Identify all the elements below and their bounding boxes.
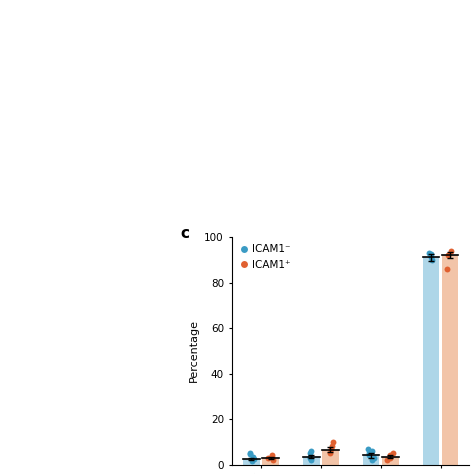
Point [269,456,277,464]
Point [249,453,257,460]
Point [328,443,336,450]
Point [365,449,373,457]
Point [250,455,257,463]
Bar [322,450,339,465]
Point [306,449,314,457]
Point [365,445,372,452]
Point [307,456,315,464]
Point [246,449,254,457]
Point [269,453,276,460]
Point [383,456,391,464]
Point [427,250,435,258]
Point [306,453,314,460]
Point [447,247,455,255]
Point [327,449,334,457]
Point [426,249,433,257]
Bar [382,456,399,465]
Text: c: c [180,226,189,241]
Point [389,449,397,457]
Point [445,251,452,259]
Point [387,454,394,462]
Point [307,447,315,455]
Point [327,445,335,452]
Point [368,447,375,455]
Point [365,452,373,459]
Y-axis label: Percentage: Percentage [189,319,199,382]
Point [443,265,451,273]
Point [269,452,276,459]
Point [427,254,435,261]
Point [246,450,254,458]
Bar [442,255,458,465]
Bar [363,456,380,465]
Bar [303,456,319,465]
Point [370,454,378,462]
Bar [243,459,260,465]
Point [264,454,272,462]
Point [386,452,394,459]
Bar [423,257,439,465]
Bar [262,458,279,465]
Legend: ICAM1⁻, ICAM1⁺: ICAM1⁻, ICAM1⁺ [237,242,292,272]
Point [428,256,436,264]
Point [368,456,375,464]
Point [306,454,314,462]
Point [329,438,337,446]
Point [248,457,256,465]
